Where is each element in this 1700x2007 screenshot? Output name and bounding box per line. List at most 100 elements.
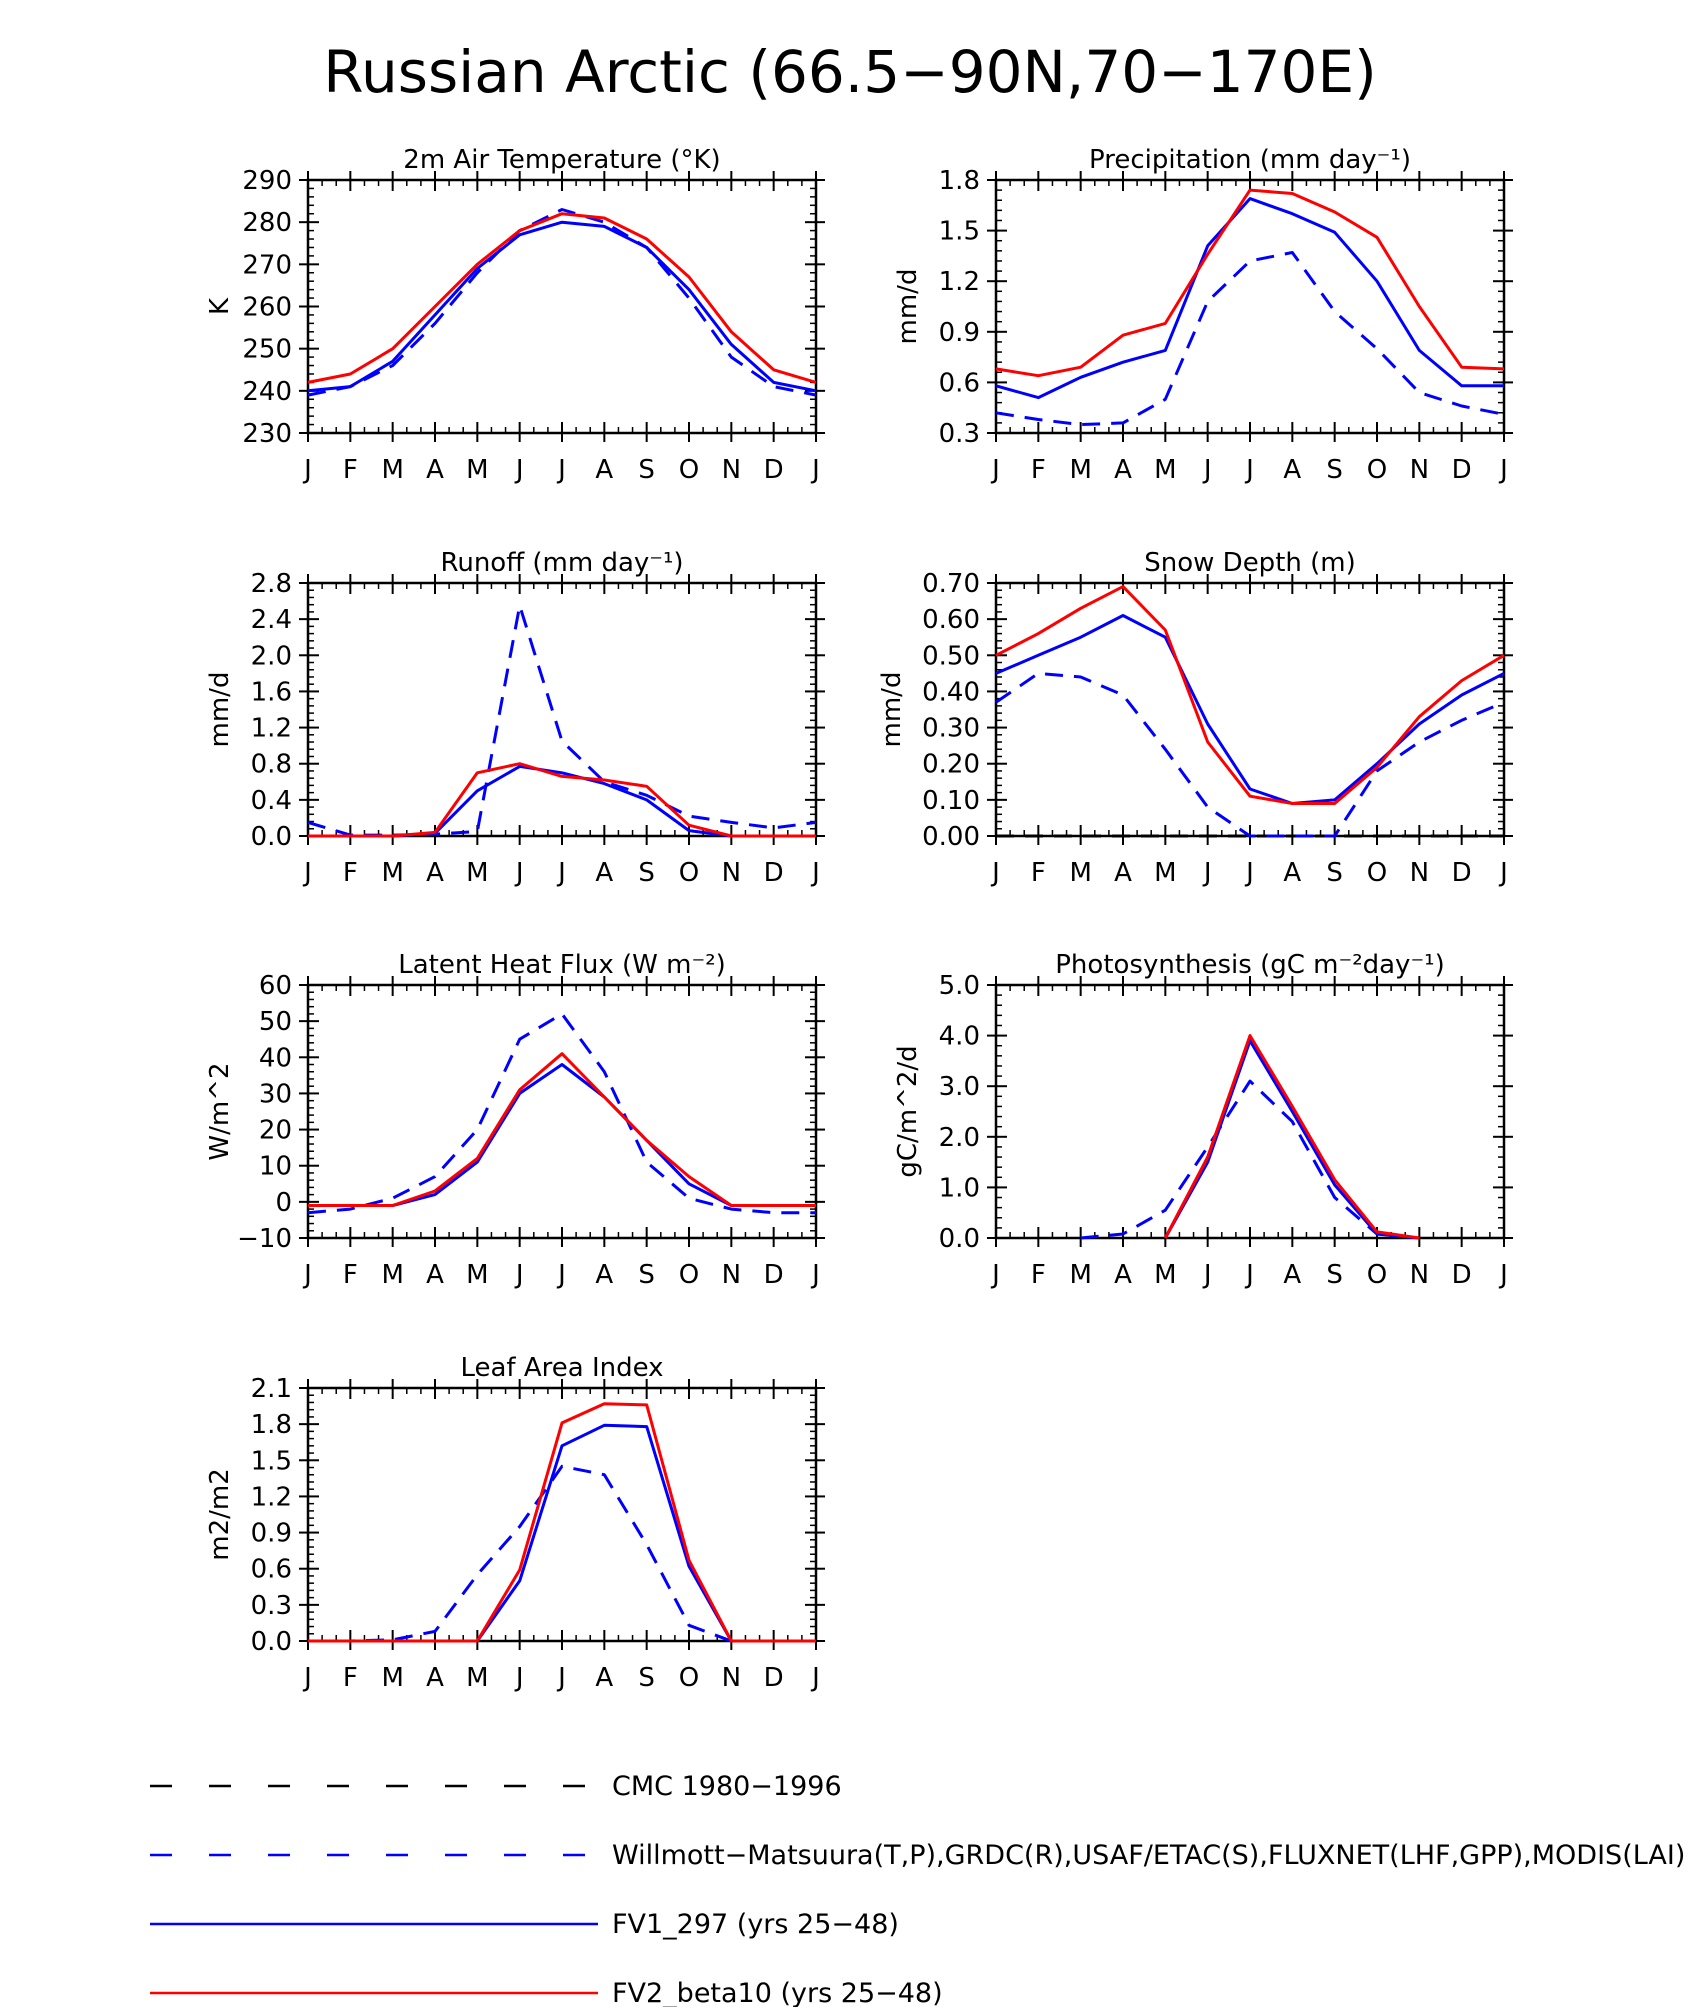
x-tick-label: F — [343, 455, 358, 485]
x-tick-label: S — [1326, 858, 1343, 888]
x-tick-label: J — [1498, 858, 1508, 888]
x-tick-label: D — [1452, 455, 1472, 485]
x-tick-label: F — [1031, 1260, 1046, 1290]
y-tick-label: 5.0 — [939, 971, 980, 1001]
y-tick-label: 1.5 — [939, 217, 980, 247]
y-tick-label: 2.0 — [939, 1123, 980, 1153]
series-line-fv2 — [308, 1052, 816, 1207]
x-tick-label: A — [1114, 1260, 1132, 1290]
x-tick-label: N — [1410, 455, 1429, 485]
series-line-obs — [307, 604, 817, 837]
x-tick-label: F — [1031, 858, 1046, 888]
y-tick-label: 0.6 — [251, 1555, 292, 1585]
x-tick-label: A — [426, 858, 444, 888]
x-tick-label: N — [1410, 1260, 1429, 1290]
y-tick-label: 1.6 — [251, 677, 292, 707]
y-tick-label: 0.3 — [251, 1591, 292, 1621]
y-tick-label: 40 — [259, 1043, 292, 1073]
x-tick-label: J — [1202, 858, 1212, 888]
legend: CMC 1980−1996 Willmott−Matsuura(T,P),GRDC… — [150, 1771, 1685, 2007]
panel-gpp: Photosynthesis (gC m⁻²day⁻¹)J F M A M J J A S O N D… — [893, 950, 1513, 1290]
x-tick-label: M — [466, 1663, 488, 1693]
series-line-fv2 — [995, 188, 1505, 378]
x-tick-label: J — [514, 455, 524, 485]
y-tick-label: 1.8 — [251, 1410, 292, 1440]
y-tick-label: 1.2 — [251, 714, 292, 744]
legend-label-fv2: FV2_beta10 (yrs 25−48) — [612, 1978, 943, 2007]
y-axis-label: m2/m2 — [205, 1468, 235, 1561]
y-tick-label: 0.20 — [922, 750, 980, 780]
panel-title: Runoff (mm day⁻¹) — [440, 548, 683, 578]
x-tick-label: N — [1410, 858, 1429, 888]
x-tick-label: N — [722, 455, 741, 485]
x-tick-label: J — [1244, 1260, 1254, 1290]
x-tick-label: J — [810, 1260, 820, 1290]
x-tick-label: M — [381, 858, 403, 888]
x-tick-label: M — [466, 1260, 488, 1290]
x-tick-label: A — [1114, 858, 1132, 888]
x-tick-label: D — [764, 858, 784, 888]
x-tick-label: M — [1069, 1260, 1091, 1290]
x-tick-label: M — [1154, 1260, 1176, 1290]
x-tick-label: J — [556, 1260, 566, 1290]
x-tick-label: J — [514, 1260, 524, 1290]
y-tick-label: 0.30 — [922, 714, 980, 744]
series-line-obs — [307, 1012, 816, 1215]
x-tick-label: J — [302, 1260, 312, 1290]
y-tick-label: 2.4 — [251, 605, 292, 635]
y-tick-label: 1.2 — [251, 1482, 292, 1512]
plot-frame — [306, 983, 818, 1240]
y-axis-label: K — [205, 297, 235, 315]
x-tick-label: J — [302, 858, 312, 888]
series-line-fv1 — [1163, 1039, 1420, 1240]
x-tick-label: A — [1283, 858, 1301, 888]
series-line-fv1 — [995, 197, 1504, 400]
y-tick-label: 2.8 — [251, 569, 292, 599]
x-tick-label: S — [638, 1663, 655, 1693]
legend-label-fv1: FV1_297 (yrs 25−48) — [612, 1909, 899, 1940]
y-tick-label: 4.0 — [939, 1022, 980, 1052]
x-tick-label: J — [990, 858, 1000, 888]
x-tick-label: M — [1069, 455, 1091, 485]
x-tick-label: J — [302, 455, 312, 485]
x-tick-label: N — [722, 1260, 741, 1290]
x-tick-label: J — [810, 455, 820, 485]
series-line-fv2 — [308, 1402, 816, 1643]
y-axis-label: gC/m^2/d — [893, 1045, 923, 1177]
x-tick-label: J — [1202, 1260, 1212, 1290]
x-tick-label: M — [1154, 455, 1176, 485]
y-tick-label: 20 — [259, 1116, 292, 1146]
x-tick-label: F — [343, 858, 358, 888]
y-tick-label: 1.8 — [939, 166, 980, 196]
y-tick-label: 260 — [242, 293, 292, 323]
y-axis-label: mm/d — [877, 672, 907, 748]
y-tick-label: 0.9 — [939, 318, 980, 348]
x-tick-label: A — [1283, 1260, 1301, 1290]
y-tick-label: 0.00 — [922, 822, 980, 852]
x-tick-label: A — [426, 1260, 444, 1290]
figure-title: Russian Arctic (66.5−90N,70−170E) — [323, 38, 1376, 106]
y-tick-label: 0.10 — [922, 786, 980, 816]
y-tick-label: 0.0 — [251, 1627, 292, 1657]
y-tick-label: 290 — [242, 166, 292, 196]
x-tick-label: S — [638, 858, 655, 888]
panel-title: Latent Heat Flux (W m⁻²) — [398, 950, 726, 980]
panel-prect: Precipitation (mm day⁻¹)J F M A M J J A S O N D J0.3… — [893, 145, 1513, 485]
y-tick-label: 2.1 — [251, 1374, 292, 1404]
x-tick-label: A — [1283, 455, 1301, 485]
x-tick-label: J — [810, 858, 820, 888]
y-tick-label: 0.6 — [939, 368, 980, 398]
x-tick-label: N — [722, 858, 741, 888]
plot-frame — [306, 178, 818, 435]
series-line-fv1 — [308, 1063, 816, 1207]
series-line-fv2 — [307, 212, 817, 384]
y-tick-label: 60 — [259, 971, 292, 1001]
y-tick-label: 0.4 — [251, 786, 292, 816]
x-tick-label: O — [1367, 1260, 1387, 1290]
panel-runoff: Runoff (mm day⁻¹)J F M A M J J A S O N D J0.00.40.81… — [205, 548, 825, 888]
y-tick-label: 230 — [242, 419, 292, 449]
series-line-obs — [307, 208, 817, 397]
x-tick-label: M — [381, 1260, 403, 1290]
